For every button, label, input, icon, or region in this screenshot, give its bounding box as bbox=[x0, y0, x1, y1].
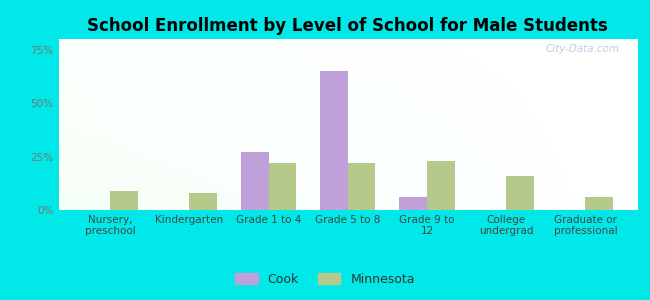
Bar bbox=[586, 197, 613, 210]
Bar bbox=[506, 176, 534, 210]
Bar bbox=[189, 193, 217, 210]
Title: School Enrollment by Level of School for Male Students: School Enrollment by Level of School for… bbox=[87, 17, 608, 35]
Legend: Cook, Minnesota: Cook, Minnesota bbox=[230, 268, 420, 291]
Bar bbox=[268, 163, 296, 210]
Bar bbox=[399, 197, 427, 210]
Bar bbox=[240, 152, 268, 210]
Text: City-Data.com: City-Data.com bbox=[545, 44, 619, 54]
Bar bbox=[427, 161, 455, 210]
Bar bbox=[320, 71, 348, 210]
Bar bbox=[110, 191, 138, 210]
Bar bbox=[348, 163, 376, 210]
